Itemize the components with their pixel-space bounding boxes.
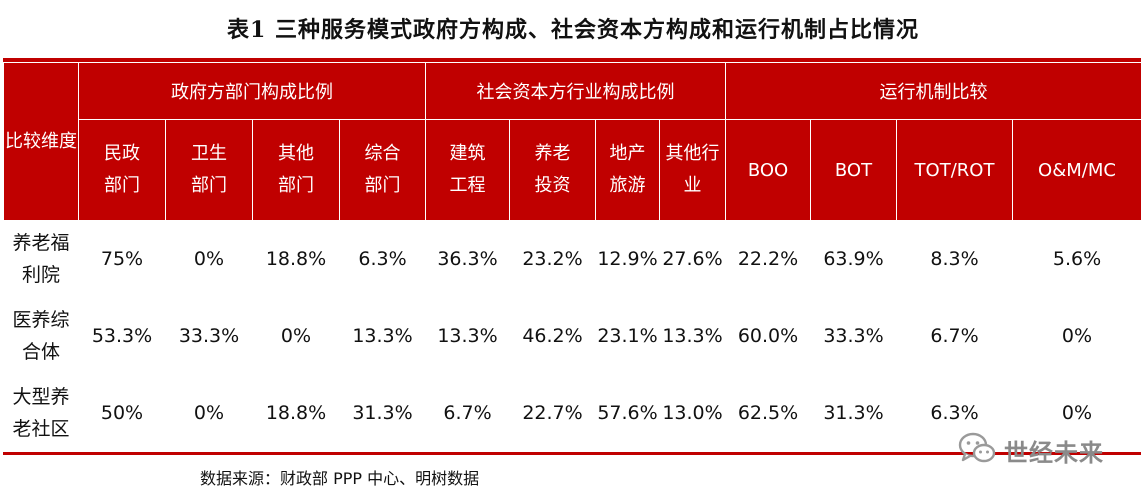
table-cell: 46.2% [509,297,596,375]
table-title: 表1 三种服务模式政府方构成、社会资本方构成和运行机制占比情况 [0,12,1146,44]
table-cell: 23.1% [595,297,660,375]
table-cell: 6.3% [896,374,1013,452]
column-header: 其他行业 [659,119,726,221]
table-cell: 12.9% [595,220,660,298]
bottom-rule [3,452,1141,455]
table-cell: 0% [1012,374,1142,452]
column-header: BOT [810,119,897,221]
column-header: BOO [725,119,811,221]
column-header: TOT/ROT [896,119,1013,221]
row-label: 大型养 老社区 [3,374,79,452]
wechat-icon [958,432,996,468]
table-cell: 0% [165,220,253,298]
table-cell: 23.2% [509,220,596,298]
watermark-text: 世经未来 [1004,438,1104,467]
column-header: 卫生 部门 [165,119,253,221]
column-header: 民政 部门 [78,119,166,221]
table-cell: 36.3% [425,220,510,298]
group-header-government: 政府方部门构成比例 [78,62,426,120]
table-cell: 8.3% [896,220,1013,298]
table-cell: 75% [78,220,166,298]
column-header: O&M/MC [1012,119,1142,221]
column-header: 综合 部门 [339,119,426,221]
table-row: 大型养 老社区 50% 0% 18.8% 31.3% 6.7% 22.7% 57.… [3,374,1142,452]
column-header: 地产 旅游 [595,119,660,221]
table-cell: 53.3% [78,297,166,375]
table-row: 医养综 合体 53.3% 33.3% 0% 13.3% 13.3% 46.2% 2… [3,297,1142,375]
corner-header: 比较维度 [3,62,79,221]
column-header: 建筑 工程 [425,119,510,221]
table-number: 表1 [227,17,267,43]
table-cell: 50% [78,374,166,452]
table-cell: 27.6% [659,220,726,298]
table-cell: 18.8% [252,220,340,298]
table-cell: 63.9% [810,220,897,298]
table-cell: 22.2% [725,220,811,298]
table-cell: 33.3% [810,297,897,375]
table-cell: 22.7% [509,374,596,452]
column-header: 其他 部门 [252,119,340,221]
table-cell: 62.5% [725,374,811,452]
column-header: 养老 投资 [509,119,596,221]
table-cell: 13.3% [425,297,510,375]
source-note: 数据来源：财政部 PPP 中心、明树数据 [200,469,480,488]
row-label: 养老福 利院 [3,220,79,298]
data-table: 比较维度 政府方部门构成比例 社会资本方行业构成比例 运行机制比较 民政 部门 卫… [3,62,1142,452]
table-cell: 6.3% [339,220,426,298]
table-cell: 0% [252,297,340,375]
table-cell: 0% [1012,297,1142,375]
table-cell: 18.8% [252,374,340,452]
table-cell: 33.3% [165,297,253,375]
table-title-text: 三种服务模式政府方构成、社会资本方构成和运行机制占比情况 [274,18,919,43]
table-cell: 6.7% [896,297,1013,375]
top-rule [3,58,1141,62]
table-cell: 13.0% [659,374,726,452]
group-header-social-capital: 社会资本方行业构成比例 [425,62,726,120]
table-cell: 31.3% [810,374,897,452]
table-cell: 6.7% [425,374,510,452]
table-cell: 31.3% [339,374,426,452]
table-cell: 13.3% [659,297,726,375]
table-cell: 60.0% [725,297,811,375]
table-cell: 0% [165,374,253,452]
table-cell: 13.3% [339,297,426,375]
table-cell: 5.6% [1012,220,1142,298]
table-cell: 57.6% [595,374,660,452]
watermark: 世经未来 [958,432,1104,468]
group-header-mechanism: 运行机制比较 [725,62,1142,120]
table-row: 养老福 利院 75% 0% 18.8% 6.3% 36.3% 23.2% 12.9… [3,220,1142,298]
row-label: 医养综 合体 [3,297,79,375]
